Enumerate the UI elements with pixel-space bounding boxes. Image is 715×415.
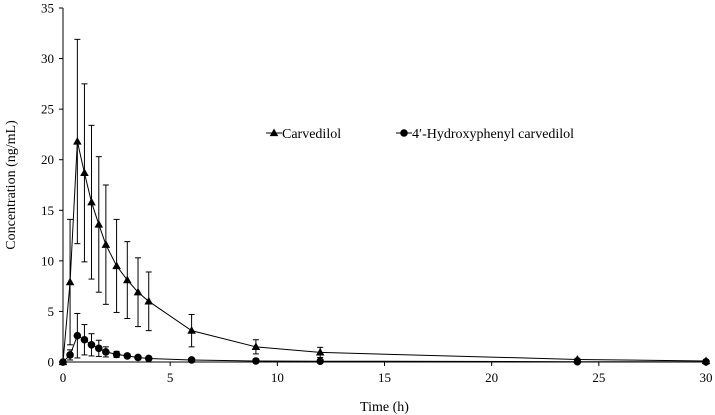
- y-axis-label: Concentration (ng/mL): [4, 120, 19, 250]
- data-point: [315, 347, 325, 356]
- data-point: [80, 335, 89, 344]
- series-line: [62, 141, 707, 363]
- x-ticks: 0 5 10 15 20 25 30: [60, 362, 713, 385]
- x-tick-label: 5: [167, 370, 174, 385]
- series-carvedilol: [58, 38, 711, 366]
- legend: Carvedilol 4′-Hydroxyphenyl carvedilol: [266, 127, 574, 142]
- data-point: [134, 353, 142, 362]
- y-tick-label: 5: [48, 304, 55, 319]
- series-line: [62, 334, 707, 363]
- x-tick-label: 25: [592, 370, 605, 385]
- legend-label-hydroxyphenyl: 4′-Hydroxyphenyl carvedilol: [412, 127, 574, 142]
- y-ticks: 0 5 10 15 20 25 30 35: [41, 1, 63, 370]
- data-point: [102, 348, 110, 356]
- data-point: [65, 277, 75, 286]
- data-point: [73, 137, 82, 145]
- data-point: [87, 197, 96, 206]
- data-point: [73, 331, 82, 340]
- data-point: [123, 352, 132, 360]
- data-point: [66, 351, 74, 359]
- legend-marker-circle: [400, 129, 408, 137]
- data-point: [133, 287, 143, 296]
- x-tick-label: 10: [271, 370, 284, 385]
- y-tick-label: 30: [41, 51, 54, 66]
- data-point: [94, 344, 103, 353]
- x-tick-label: 30: [700, 370, 713, 385]
- data-point: [59, 358, 67, 366]
- series-layer: [58, 38, 711, 366]
- legend-item-hydroxyphenyl: 4′-Hydroxyphenyl carvedilol: [396, 127, 574, 142]
- legend-item-carvedilol: Carvedilol: [266, 127, 341, 142]
- data-point: [252, 357, 260, 365]
- y-tick-label: 20: [41, 152, 54, 167]
- data-point: [80, 168, 89, 177]
- data-point: [94, 219, 104, 228]
- data-point: [187, 356, 196, 364]
- data-point: [187, 326, 196, 334]
- data-point: [316, 357, 325, 365]
- data-point: [144, 354, 153, 363]
- x-tick-label: 20: [485, 370, 498, 385]
- data-point: [112, 261, 121, 270]
- x-tick-label: 0: [60, 370, 67, 385]
- data-point: [251, 342, 261, 350]
- x-axis-label: Time (h): [360, 400, 409, 415]
- data-point: [573, 357, 582, 366]
- y-tick-label: 25: [41, 102, 54, 117]
- y-tick-label: 0: [48, 355, 55, 370]
- y-tick-label: 35: [41, 1, 54, 16]
- x-tick-label: 15: [378, 370, 391, 385]
- data-point: [87, 341, 96, 349]
- y-tick-label: 10: [41, 253, 54, 268]
- legend-label-carvedilol: Carvedilol: [282, 127, 341, 142]
- data-point: [123, 275, 132, 284]
- series-hydroxyphenyl-carvedilol: [59, 312, 710, 366]
- data-point: [101, 240, 111, 248]
- data-point: [112, 350, 121, 359]
- data-point: [144, 296, 154, 305]
- data-point: [702, 357, 710, 366]
- legend-marker-triangle: [269, 128, 279, 137]
- y-tick-label: 15: [41, 203, 54, 218]
